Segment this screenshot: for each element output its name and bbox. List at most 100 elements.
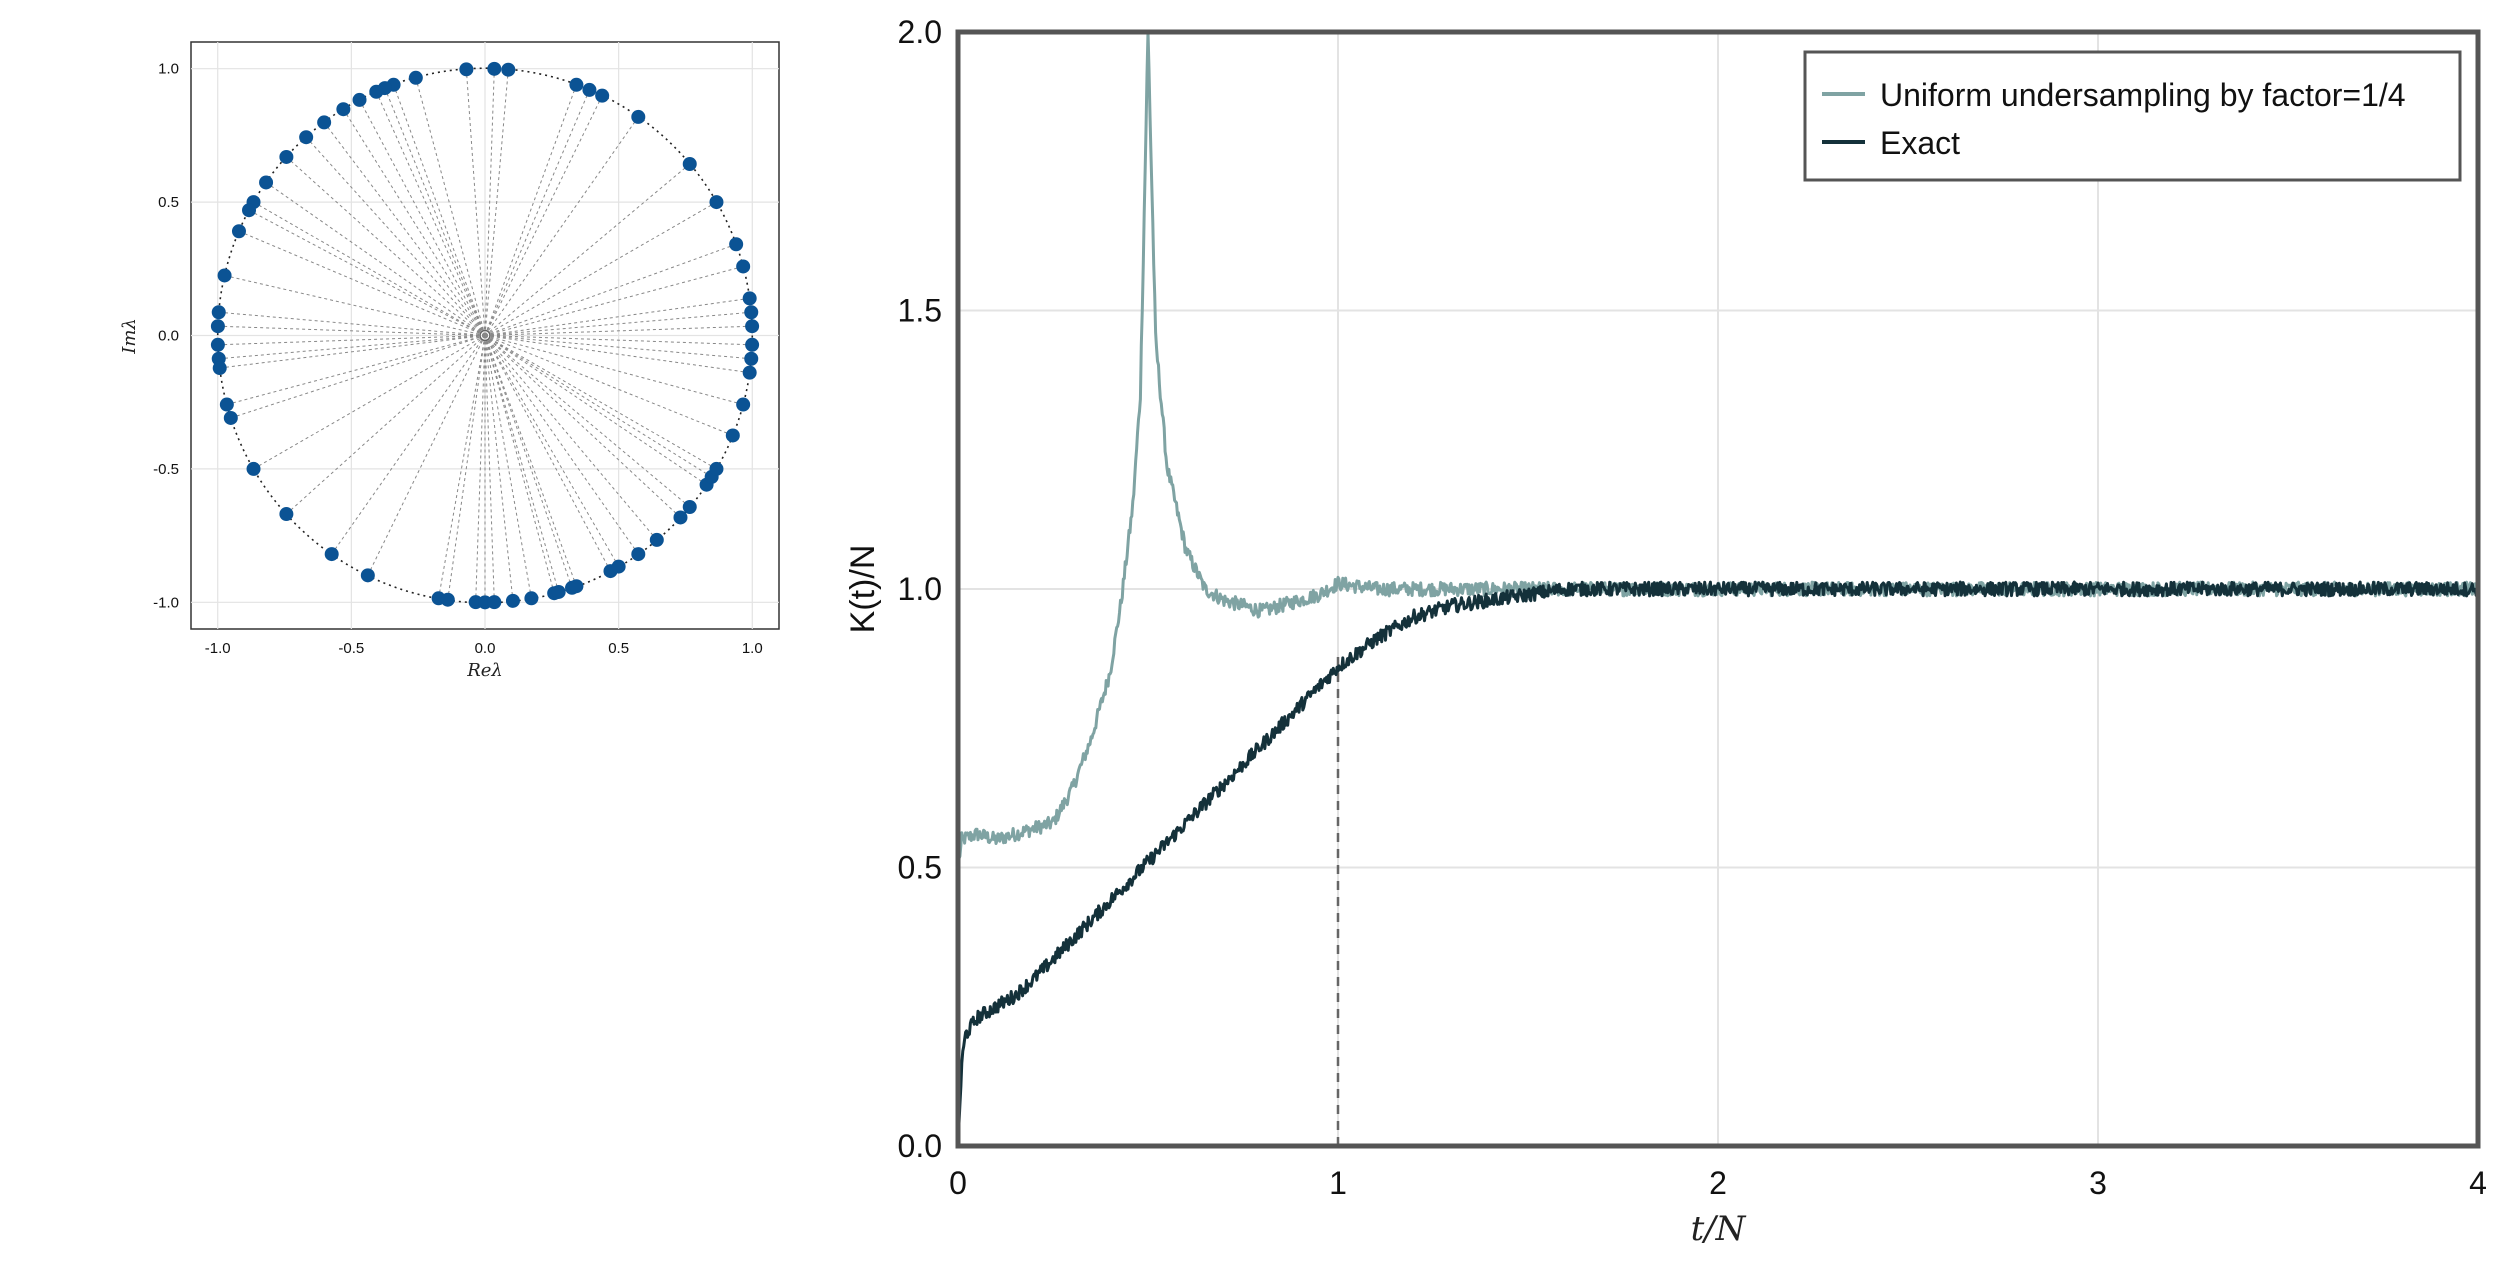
eigenvalue-point: [673, 510, 688, 525]
scatter-ray: [253, 335, 486, 470]
scatter-ray: [217, 335, 486, 346]
eigenvalue-point: [212, 361, 227, 376]
scatter-ray: [465, 69, 486, 336]
eigenvalue-point: [736, 259, 751, 274]
scatter-ray: [359, 99, 486, 336]
eigenvalue-point: [524, 591, 539, 606]
eigenvalue-point: [487, 61, 502, 76]
scatter-y-tick: 1.0: [158, 61, 179, 78]
eigenvalue-point: [336, 102, 351, 117]
eigenvalue-point: [440, 592, 455, 607]
eigenvalue-point: [242, 203, 257, 218]
form-factor-y-tick: 0.5: [898, 850, 942, 886]
form-factor-y-tick: 1.0: [898, 571, 942, 607]
form-factor-y-tick: 1.5: [898, 293, 942, 329]
scatter-points: [210, 61, 760, 610]
legend: Uniform undersampling by factor=1/4 Exac…: [1803, 50, 2462, 182]
scatter-ray: [484, 335, 733, 436]
eigenvalue-point: [259, 175, 274, 190]
eigenvalue-point: [682, 500, 697, 515]
eigenvalue-point: [725, 428, 740, 443]
eigenvalue-point: [682, 156, 697, 171]
scatter-ray: [248, 209, 486, 336]
scatter-ray: [484, 335, 707, 486]
scatter-ray: [484, 335, 555, 594]
eigenvalue-point: [709, 461, 724, 476]
form-factor-x-tick: 1: [1329, 1165, 1347, 1201]
eigenvalue-point: [360, 568, 375, 583]
eigenvalue-point: [505, 593, 520, 608]
eigenvalue-point: [211, 305, 226, 320]
scatter-ray: [484, 335, 532, 599]
scatter-ray: [230, 335, 486, 419]
scatter-ray: [484, 311, 752, 336]
origin-marker: [479, 329, 491, 342]
eigenvalue-point: [551, 584, 566, 599]
scatter-x-tick: 1.0: [742, 640, 763, 657]
form-factor-x-tick: 4: [2469, 1165, 2487, 1201]
eigenvalue-point: [219, 397, 234, 412]
scatter-ray: [484, 68, 495, 336]
scatter-x-axis-label: Reλ: [466, 660, 503, 681]
scatter-y-tick: -0.5: [153, 461, 179, 478]
eigenvalue-point: [745, 337, 760, 352]
form-factor-x-tick-labels: 0 1 2 3 4: [949, 1165, 2487, 1201]
scatter-ray: [342, 108, 486, 336]
eigenvalue-point: [246, 461, 261, 476]
eigenvalue-point: [582, 82, 597, 97]
eigenvalue-point: [210, 337, 225, 352]
scatter-ray: [238, 230, 486, 336]
eigenvalue-point: [279, 507, 294, 522]
scatter-x-tick: -0.5: [338, 640, 364, 657]
scatter-ray: [323, 122, 486, 336]
form-factor-y-tick-labels: 0.0 0.5 1.0 1.5 2.0: [898, 14, 942, 1164]
eigenvalue-point: [631, 109, 646, 124]
scatter-ray: [375, 91, 486, 336]
form-factor-plot: 0 1 2 3 4 0.0 0.5 1.0 1.5 2.0 t/N K(t)/N Uniform…: [844, 14, 2487, 1249]
eigenvalue-point: [231, 224, 246, 239]
eigenvalue-point: [459, 62, 474, 77]
scatter-ray: [305, 136, 486, 336]
legend-label-exact: Exact: [1880, 125, 1960, 161]
form-factor-x-tick: 0: [949, 1165, 967, 1201]
scatter-ray: [484, 201, 717, 336]
eigenvalue-point: [709, 195, 724, 210]
form-factor-plot-frame: [955, 29, 2481, 1149]
eigenvalue-point: [569, 579, 584, 594]
scatter-ray: [484, 297, 750, 336]
form-factor-x-tick: 3: [2089, 1165, 2107, 1201]
scatter-ray: [217, 325, 486, 336]
scatter-ray: [484, 84, 577, 336]
scatter-ray: [331, 335, 486, 555]
scatter-x-tick: 0.5: [608, 640, 629, 657]
scatter-ray: [484, 335, 573, 588]
scatter-ray: [475, 335, 486, 603]
eigenvalue-point: [501, 62, 516, 77]
scatter-ray: [484, 335, 717, 470]
scatter-ray: [384, 87, 486, 336]
eigenvalue-point: [649, 532, 664, 547]
eigenvalue-point: [279, 149, 294, 164]
scatter-ray: [265, 182, 486, 336]
scatter-y-axis-label: Imλ: [119, 318, 140, 355]
scatter-ray: [484, 335, 752, 360]
legend-label-undersampled: Uniform undersampling by factor=1/4: [1880, 77, 2406, 113]
form-factor-x-axis-label: t/N: [1691, 1209, 1747, 1249]
form-factor-y-tick: 2.0: [898, 14, 942, 50]
scatter-ray: [484, 335, 691, 508]
scatter-ray: [286, 156, 486, 336]
scatter-y-tick-labels: 1.0 0.5 0.0 -0.5 -1.0: [153, 61, 179, 612]
legend-box: [1803, 50, 2462, 182]
eigenvalue-point: [317, 115, 332, 130]
scatter-ray: [484, 335, 620, 567]
scatter-ray: [218, 311, 486, 336]
eigenvalue-point: [744, 305, 759, 320]
scatter-ray: [484, 335, 712, 478]
series-line-exact: [956, 580, 2480, 1147]
eigenvalue-point: [729, 237, 744, 252]
scatter-ray: [484, 335, 577, 587]
scatter-ray: [484, 89, 590, 336]
eigenvalue-point: [352, 92, 367, 107]
scatter-ray: [484, 335, 514, 601]
scatter-ray: [447, 335, 486, 600]
